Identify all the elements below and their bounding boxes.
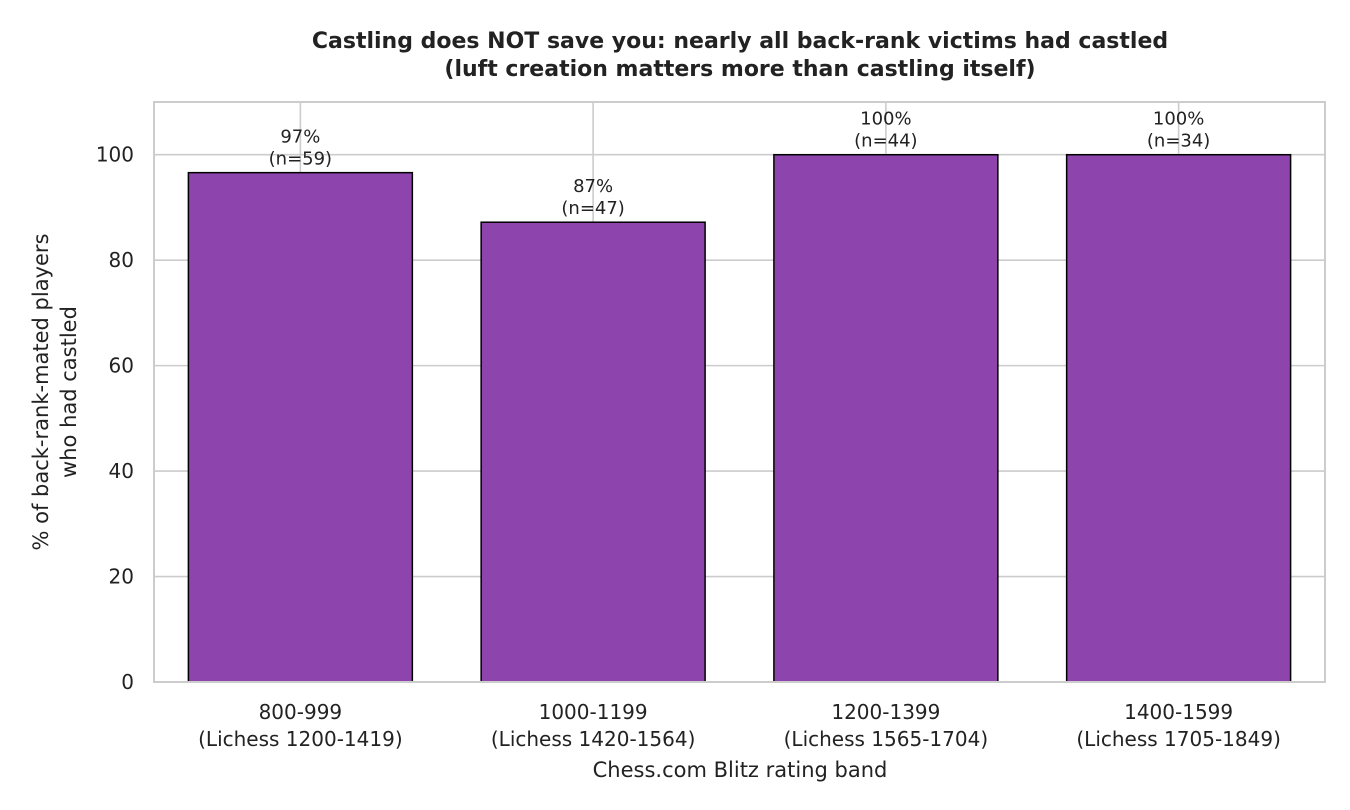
x-tick-label: 1200-1399	[831, 700, 940, 724]
chart-title-line: (luft creation matters more than castlin…	[444, 57, 1035, 82]
y-tick-label: 100	[96, 143, 134, 167]
bar-data-label: (n=47)	[561, 198, 624, 219]
x-tick-label: (Lichess 1200-1419)	[198, 727, 403, 751]
x-axis-label: Chess.com Blitz rating band	[593, 758, 888, 782]
chart-title: Castling does NOT save you: nearly all b…	[312, 29, 1168, 82]
bar	[187, 171, 414, 683]
bar-data-label: 97%	[280, 127, 320, 148]
y-tick-label: 0	[121, 670, 134, 694]
y-axis-ticks: 0 20 40 60 80 100	[96, 143, 134, 694]
bar-data-label: 100%	[1153, 109, 1204, 130]
x-tick-label: (Lichess 1705-1849)	[1076, 727, 1281, 751]
x-axis-ticks: 800-999 (Lichess 1200-1419) 1000-1199 (Lich…	[198, 700, 1281, 751]
y-tick-label: 40	[109, 459, 134, 483]
y-axis-label-line: % of back-rank-mated players	[29, 233, 53, 550]
bar-data-label: (n=59)	[269, 149, 332, 170]
bar-data-label: 87%	[573, 176, 613, 197]
y-tick-label: 80	[109, 248, 134, 272]
bar	[480, 221, 706, 683]
data-labels: 97%(n=59)87%(n=47)100%(n=44)100%(n=34)	[269, 109, 1211, 219]
x-tick-label: 1000-1199	[539, 700, 648, 724]
y-tick-label: 20	[109, 565, 134, 589]
y-axis-label-line: who had castled	[57, 306, 81, 478]
x-tick-label: 800-999	[259, 700, 343, 724]
bar-data-label: 100%	[860, 109, 911, 130]
chart-title-line: Castling does NOT save you: nearly all b…	[312, 29, 1168, 54]
x-tick-label: 1400-1599	[1124, 700, 1233, 724]
bar-data-label: (n=44)	[854, 131, 917, 152]
x-tick-label: (Lichess 1565-1704)	[784, 727, 989, 751]
bar	[773, 153, 999, 683]
bar-data-label: (n=34)	[1147, 131, 1210, 152]
y-tick-label: 60	[109, 354, 134, 378]
y-axis-label: % of back-rank-mated players who had cast…	[29, 233, 81, 550]
bars	[187, 153, 1292, 683]
plot-frame	[153, 101, 1326, 683]
bar	[1065, 153, 1292, 683]
x-tick-label: (Lichess 1420-1564)	[491, 727, 696, 751]
